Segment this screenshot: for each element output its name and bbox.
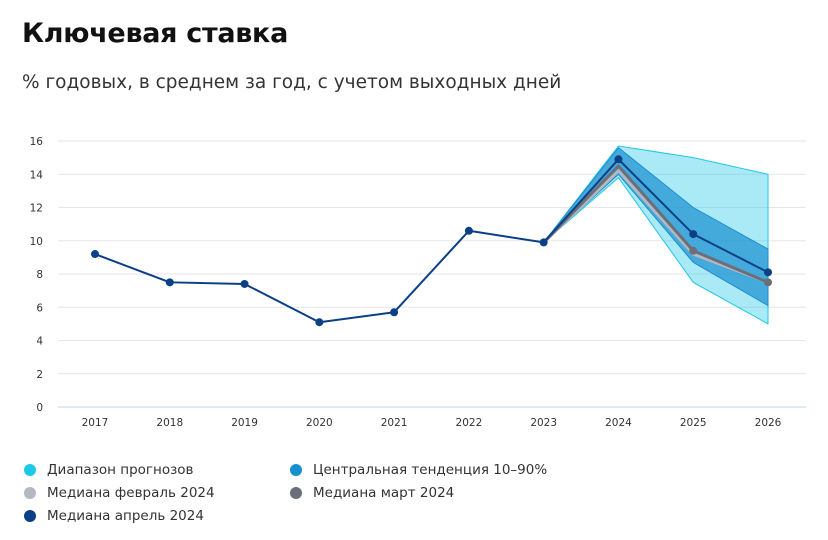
series-apr-point <box>614 155 623 164</box>
y-tick-label: 0 <box>36 402 43 414</box>
legend-item-mar: Медиана март 2024 <box>290 485 454 501</box>
x-tick-label: 2025 <box>680 417 707 429</box>
legend-label: Медиана февраль 2024 <box>47 485 215 501</box>
series-apr-line <box>94 158 769 324</box>
series-feb-line <box>542 169 769 284</box>
x-tick-label: 2023 <box>530 417 557 429</box>
legend-swatch <box>24 510 36 522</box>
y-tick-label: 8 <box>36 269 43 281</box>
series-apr-point <box>464 226 473 235</box>
legend-label: Центральная тенденция 10–90% <box>313 462 548 478</box>
legend-label: Диапазон прогнозов <box>47 462 194 478</box>
x-tick-label: 2017 <box>82 417 109 429</box>
legend-item-apr: Медиана апрель 2024 <box>24 508 204 524</box>
line-chart: 0 2 4 6 8 10 12 14 16 2017 2018 2019 2020 2021 2022 202… <box>30 136 806 429</box>
series-apr-point <box>764 268 773 277</box>
x-tick-label: 2024 <box>605 417 632 429</box>
x-tick-label: 2022 <box>456 417 483 429</box>
series-apr-point <box>539 238 548 247</box>
y-tick-label: 4 <box>36 336 43 348</box>
series-apr-point <box>91 250 99 259</box>
y-tick-label: 6 <box>36 302 43 314</box>
legend-item-range: Диапазон прогнозов <box>24 462 193 478</box>
series-apr-point <box>240 279 249 288</box>
x-tick-label: 2018 <box>156 417 183 429</box>
legend-swatch <box>290 487 302 499</box>
series-mar-point <box>689 246 698 255</box>
x-tick-label: 2020 <box>306 417 333 429</box>
legend-label: Медиана апрель 2024 <box>47 508 204 524</box>
legend-item-central: Центральная тенденция 10–90% <box>290 462 547 478</box>
series-apr-point <box>165 278 174 287</box>
x-tick-label: 2019 <box>231 417 258 429</box>
x-tick-label: 2021 <box>381 417 408 429</box>
series-mar-line <box>542 164 769 284</box>
y-tick-label: 16 <box>30 136 44 148</box>
y-tick-label: 2 <box>36 369 43 381</box>
legend-item-feb: Медиана февраль 2024 <box>24 485 215 501</box>
chart-title: Ключевая ставка <box>22 18 288 49</box>
legend-label: Медиана март 2024 <box>313 485 455 501</box>
chart-legend: Диапазон прогнозов Центральная тенденция… <box>24 462 804 534</box>
legend-swatch <box>24 487 36 499</box>
series-apr-point <box>315 318 324 327</box>
legend-swatch <box>290 464 302 476</box>
series-apr-point <box>689 230 698 239</box>
x-tick-label: 2026 <box>755 417 782 429</box>
chart-subtitle: % годовых, в среднем за год, с учетом вы… <box>22 72 562 93</box>
legend-swatch <box>24 464 36 476</box>
series-apr-point <box>390 308 399 317</box>
series-mar-point <box>764 278 773 287</box>
y-tick-label: 14 <box>30 169 44 181</box>
y-tick-label: 10 <box>30 236 43 248</box>
y-tick-label: 12 <box>30 203 43 215</box>
